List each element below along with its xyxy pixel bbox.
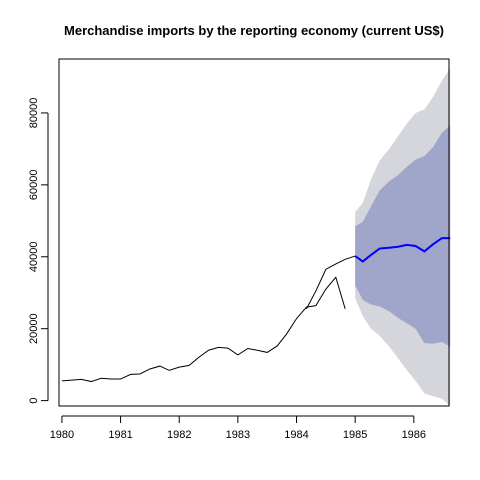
x-axis: 1980 1981 1982 1983 1984 1985 1986 (50, 415, 426, 441)
confidence-band-80 (355, 125, 451, 347)
x-tick-label: 1984 (284, 429, 308, 441)
x-tick-label: 1982 (167, 429, 191, 441)
x-tick-label: 1986 (402, 429, 426, 441)
x-tick-label: 1981 (108, 429, 132, 441)
y-tick-label: 20000 (28, 313, 40, 344)
y-tick-label: 0 (28, 398, 40, 404)
x-tick-label: 1983 (226, 429, 250, 441)
y-tick-label: 80000 (28, 98, 40, 129)
chart-title: Merchandise imports by the reporting eco… (64, 23, 444, 38)
y-tick-label: 60000 (28, 170, 40, 201)
y-axis: 0 20000 40000 60000 80000 (28, 98, 49, 404)
lines-layer (61, 237, 451, 383)
x-tick-label: 1980 (50, 429, 74, 441)
history-line (61, 276, 346, 383)
y-tick-label: 40000 (28, 241, 40, 272)
forecast-line (354, 237, 451, 263)
confidence-band-80-layer (355, 125, 451, 347)
plot-frame (58, 58, 450, 407)
history-line-tail (306, 255, 356, 310)
x-tick-label: 1985 (343, 429, 367, 441)
